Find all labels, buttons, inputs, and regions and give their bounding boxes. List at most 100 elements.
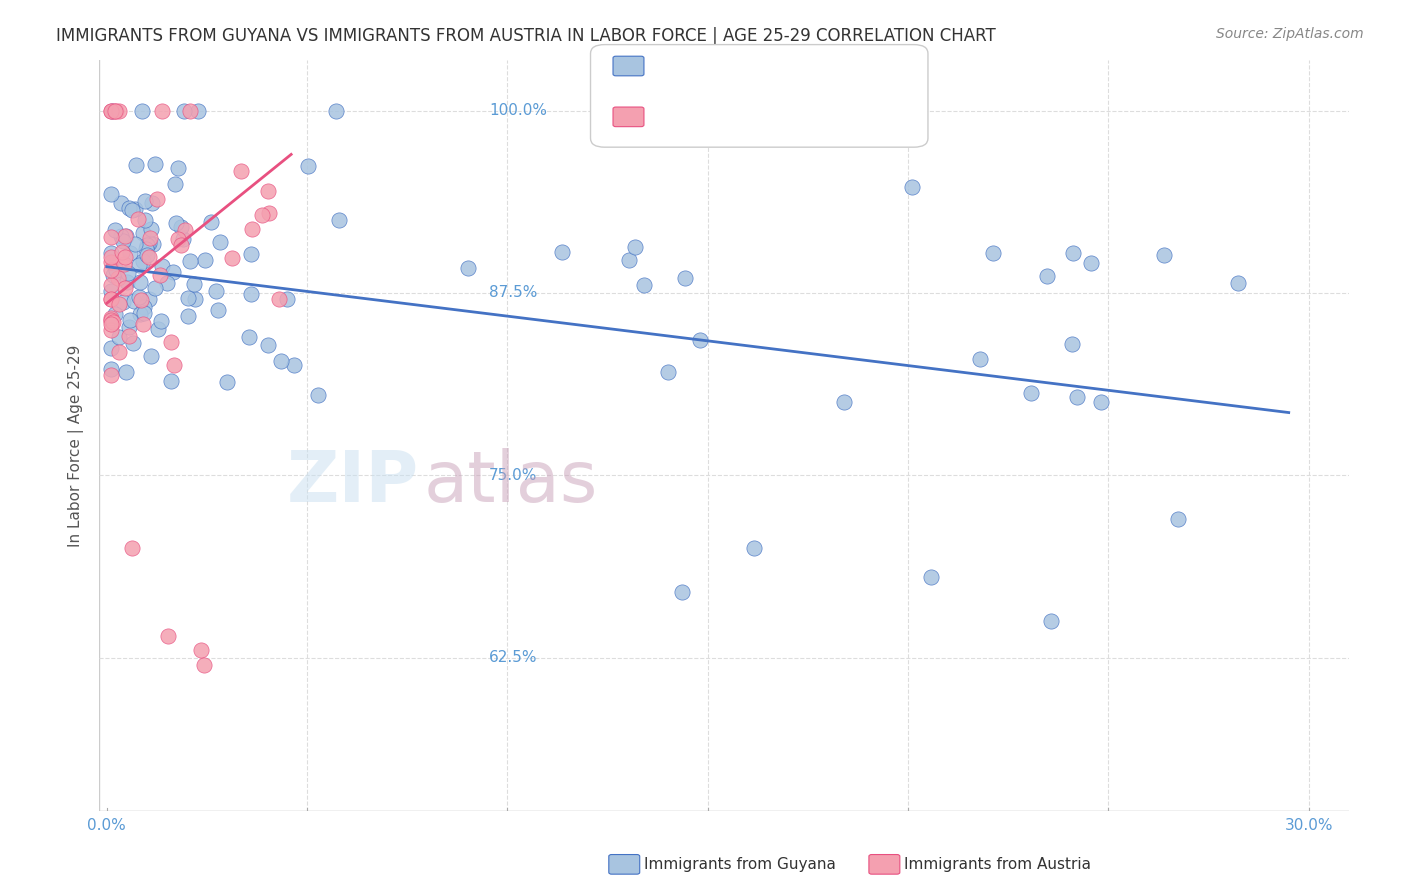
- Point: [1036, 269, 1059, 284]
- Point: [112, 258, 135, 272]
- Point: [128, 275, 150, 289]
- Point: [238, 330, 260, 344]
- Point: [118, 245, 141, 260]
- Point: [128, 289, 150, 303]
- Point: [209, 235, 232, 250]
- Point: [111, 295, 134, 310]
- Point: [100, 277, 122, 292]
- Point: [118, 329, 141, 343]
- Point: [267, 293, 290, 307]
- Point: [103, 103, 125, 118]
- Point: [172, 232, 194, 246]
- Point: [633, 277, 655, 292]
- Point: [100, 361, 122, 376]
- Point: [1040, 614, 1063, 628]
- Point: [143, 280, 166, 294]
- Point: [193, 657, 215, 672]
- Point: [156, 629, 179, 643]
- Point: [617, 252, 640, 267]
- Point: [108, 103, 131, 118]
- Point: [1062, 246, 1084, 260]
- Point: [184, 292, 207, 306]
- Point: [297, 159, 319, 173]
- Point: [832, 395, 855, 409]
- Point: [108, 330, 131, 344]
- Point: [231, 163, 253, 178]
- Text: Immigrants from Guyana: Immigrants from Guyana: [644, 857, 835, 871]
- Point: [100, 103, 122, 118]
- Text: 75.0%: 75.0%: [489, 467, 537, 483]
- Point: [110, 229, 132, 244]
- Point: [100, 230, 122, 244]
- Point: [187, 103, 209, 118]
- Point: [183, 277, 205, 291]
- Point: [149, 314, 172, 328]
- Point: [100, 263, 122, 277]
- Point: [207, 303, 229, 318]
- Point: [1062, 337, 1084, 351]
- Point: [118, 201, 141, 215]
- Point: [1167, 512, 1189, 526]
- Point: [173, 103, 195, 118]
- Point: [131, 103, 153, 118]
- Point: [170, 220, 193, 235]
- Point: [276, 292, 298, 306]
- Point: [657, 365, 679, 379]
- Point: [163, 358, 186, 372]
- Point: [115, 365, 138, 379]
- Point: [104, 103, 127, 118]
- Text: atlas: atlas: [423, 448, 598, 517]
- Text: In Labor Force | Age 25-29: In Labor Force | Age 25-29: [69, 345, 84, 548]
- Point: [673, 270, 696, 285]
- Text: R =  0.247: R = 0.247: [650, 107, 738, 125]
- Point: [141, 195, 163, 210]
- Point: [142, 237, 165, 252]
- Point: [221, 252, 243, 266]
- Point: [100, 255, 122, 269]
- Text: R = -0.214: R = -0.214: [650, 56, 740, 74]
- Point: [457, 260, 479, 275]
- Point: [257, 184, 280, 198]
- Point: [100, 341, 122, 355]
- Point: [105, 103, 128, 118]
- Point: [1019, 385, 1042, 400]
- Point: [114, 229, 136, 244]
- Point: [100, 313, 122, 327]
- Point: [125, 158, 148, 172]
- Point: [179, 103, 201, 118]
- Point: [1090, 395, 1112, 409]
- Point: [135, 248, 157, 262]
- Point: [742, 541, 765, 556]
- Point: [110, 196, 132, 211]
- Point: [127, 212, 149, 227]
- Point: [114, 228, 136, 243]
- Point: [205, 284, 228, 298]
- Point: [141, 349, 163, 363]
- Text: 87.5%: 87.5%: [489, 285, 537, 301]
- Point: [100, 368, 122, 383]
- Point: [114, 250, 136, 264]
- Point: [132, 253, 155, 268]
- Point: [256, 337, 278, 351]
- Point: [146, 193, 169, 207]
- Text: 30.0%: 30.0%: [1285, 818, 1333, 833]
- Point: [160, 374, 183, 388]
- Point: [135, 243, 157, 257]
- Point: [156, 277, 179, 291]
- Point: [134, 194, 156, 208]
- Point: [143, 157, 166, 171]
- Point: [100, 323, 122, 337]
- Point: [101, 268, 124, 283]
- Point: [134, 213, 156, 227]
- Point: [104, 307, 127, 321]
- Point: [149, 268, 172, 282]
- Point: [179, 253, 201, 268]
- Point: [170, 238, 193, 252]
- Point: [124, 202, 146, 216]
- Text: ZIP: ZIP: [287, 448, 419, 517]
- Point: [150, 103, 173, 118]
- Point: [114, 281, 136, 295]
- Text: N = 54: N = 54: [787, 107, 845, 125]
- Point: [117, 275, 139, 289]
- Point: [240, 287, 263, 301]
